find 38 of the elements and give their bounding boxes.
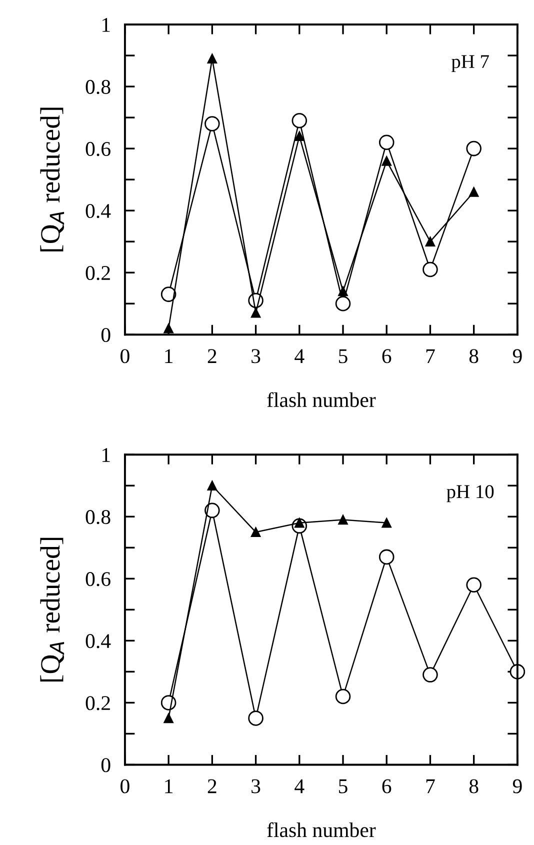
x-tick-label: 4 — [294, 349, 304, 363]
x-tick-label: 1 — [165, 779, 173, 794]
x-tick-label: 2 — [208, 779, 216, 794]
x-tick-label: 0 — [120, 779, 130, 794]
x-tick-label: 5 — [339, 779, 348, 794]
x-tick-label: 7 — [426, 779, 435, 794]
x-tick-label: 6 — [382, 349, 392, 364]
x-tick-label: 8 — [469, 349, 478, 364]
y-tick-label: 0.8 — [86, 510, 110, 524]
y-tick-label: 0.4 — [86, 204, 111, 218]
annotation: pH 7 — [451, 55, 489, 72]
x-tick-label: 4 — [294, 779, 304, 794]
y-tick-label: 0 — [101, 758, 110, 772]
x-tick-label: 9 — [512, 349, 522, 364]
y-tick-label: 0.2 — [86, 696, 110, 710]
x-axis-title: flash number — [267, 392, 376, 408]
x-tick-label: 3 — [252, 779, 260, 794]
y-tick-label: 0 — [101, 328, 110, 342]
x-tick-label: 8 — [469, 779, 478, 794]
annotation: pH 10 — [446, 485, 494, 502]
x-tick-label: 2 — [208, 349, 216, 363]
y-tick-label: 0.4 — [86, 634, 111, 648]
y-tick-label: 0.6 — [86, 142, 110, 156]
x-tick-label: 3 — [252, 349, 260, 364]
x-tick-label: 6 — [382, 779, 392, 794]
x-tick-label: 9 — [512, 779, 522, 794]
x-tick-label: 5 — [339, 349, 348, 364]
y-axis-title: [Q$_{A}$ reduced] — [40, 108, 64, 252]
y-axis-title: [Q$_{A}$ reduced] — [40, 538, 64, 682]
x-axis-title: flash number — [267, 822, 376, 838]
y-tick-label: 0.2 — [86, 266, 110, 280]
y-tick-label: 1 — [102, 18, 110, 32]
y-tick-label: 1 — [102, 448, 110, 462]
y-tick-label: 0.6 — [86, 572, 110, 586]
x-tick-label: 0 — [120, 349, 130, 364]
x-tick-label: 1 — [165, 349, 173, 363]
y-tick-label: 0.8 — [86, 80, 110, 94]
x-tick-label: 7 — [426, 349, 435, 363]
